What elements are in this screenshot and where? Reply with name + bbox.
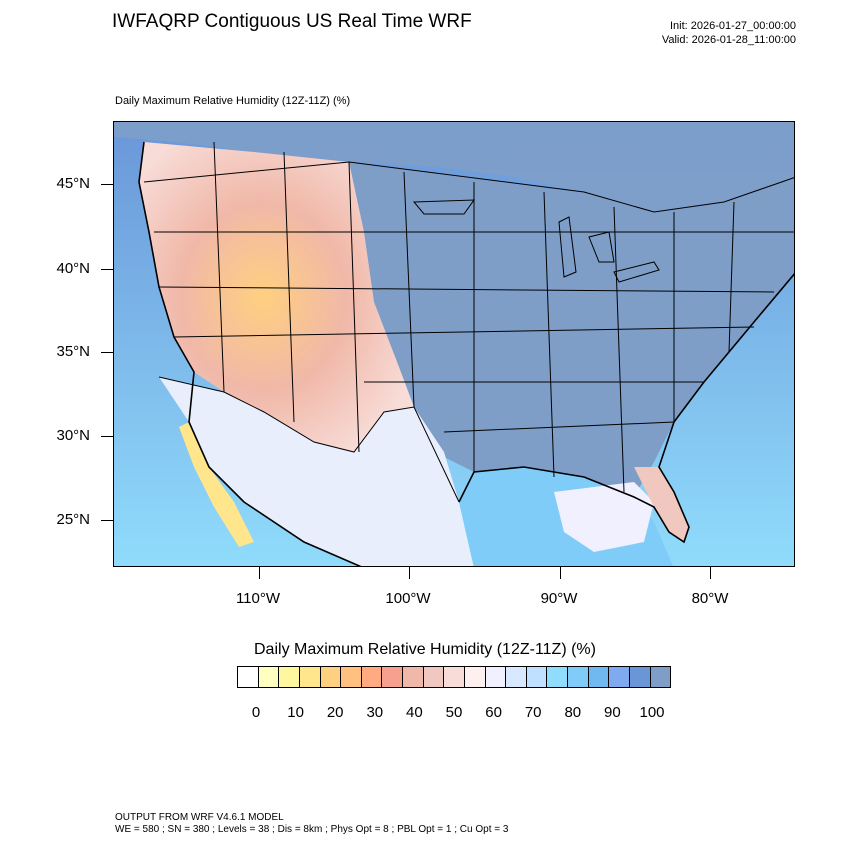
colorbar-swatch (382, 667, 403, 687)
lat-tick (101, 520, 113, 521)
lat-tick (101, 352, 113, 353)
field-subtitle: Daily Maximum Relative Humidity (12Z-11Z… (115, 95, 351, 107)
run-times: Init: 2026-01-27_00:00:00 Valid: 2026-01… (662, 19, 796, 47)
colorbar-swatch (279, 667, 300, 687)
colorbar-label: 0 (251, 704, 261, 721)
colorbar-swatch (506, 667, 527, 687)
rh-map-panel (113, 121, 795, 567)
colorbar-label: 10 (287, 704, 304, 721)
colorbar-label: 60 (485, 704, 502, 721)
colorbar-swatch (464, 667, 486, 687)
rh-map (114, 122, 794, 566)
colorbar-label: 90 (604, 704, 621, 721)
colorbar-label: 40 (406, 704, 423, 721)
colorbar (237, 666, 671, 688)
lat-label-30: 30°N (56, 427, 90, 444)
colorbar-swatch (341, 667, 362, 687)
colorbar-swatch (568, 667, 589, 687)
lat-tick (101, 184, 113, 185)
western-us-dry-region (139, 142, 414, 452)
lon-label-90: 90°W (540, 590, 578, 607)
colorbar-swatch (258, 667, 280, 687)
colorbar-swatch (444, 667, 465, 687)
colorbar-swatch (361, 667, 383, 687)
colorbar-swatch (547, 667, 568, 687)
colorbar-label: 30 (366, 704, 384, 721)
lat-label-25: 25°N (56, 511, 90, 528)
lat-label-45: 45°N (56, 175, 90, 192)
colorbar-swatch (299, 667, 321, 687)
lake-huron (588, 231, 615, 263)
model-config: WE = 580 ; SN = 380 ; Levels = 38 ; Dis … (115, 824, 509, 835)
colorbar-label: 70 (524, 704, 542, 721)
baja-region (179, 422, 254, 547)
lat-label-40: 40°N (56, 260, 90, 277)
colorbar-swatch (609, 667, 630, 687)
map-title: IWFAQRP Contiguous US Real Time WRF (112, 11, 472, 32)
model-info: OUTPUT FROM WRF V4.6.1 MODEL WE = 580 ; … (115, 812, 508, 836)
colorbar-label: 80 (564, 704, 582, 721)
lon-tick (259, 567, 260, 579)
colorbar-label: 20 (326, 704, 344, 721)
colorbar-swatch (485, 667, 507, 687)
colorbar-label: 50 (445, 704, 463, 721)
colorbar-label: 100 (639, 704, 665, 721)
colorbar-swatch (650, 667, 671, 687)
colorbar-swatch (629, 667, 651, 687)
init-time: Init: 2026-01-27_00:00:00 (670, 20, 796, 32)
colorbar-swatch (238, 667, 259, 687)
lon-label-110: 110°W (235, 590, 281, 607)
boundary-lines (143, 141, 794, 503)
colorbar-title: Daily Maximum Relative Humidity (12Z-11Z… (254, 641, 596, 658)
colorbar-swatch (423, 667, 445, 687)
colorbar-swatch (588, 667, 610, 687)
valid-time: Valid: 2026-01-28_11:00:00 (661, 34, 796, 46)
lat-tick (101, 269, 113, 270)
colorbar-swatch (526, 667, 548, 687)
model-version: OUTPUT FROM WRF V4.6.1 MODEL (115, 812, 284, 823)
lon-tick (560, 567, 561, 579)
lake-superior (412, 199, 475, 215)
coastlines (138, 141, 794, 566)
colorbar-swatch (320, 667, 342, 687)
lake-erie (613, 261, 660, 283)
gulf-dry-plume (554, 482, 654, 552)
lon-label-100: 100°W (385, 590, 431, 607)
lat-label-35: 35°N (56, 343, 90, 360)
mexico-region (159, 377, 474, 566)
lon-tick (710, 567, 711, 579)
lon-label-80: 80°W (691, 590, 729, 607)
florida-region (634, 467, 689, 542)
colorbar-swatch (403, 667, 424, 687)
lat-tick (101, 436, 113, 437)
canada-region (114, 122, 794, 217)
lon-tick (409, 567, 410, 579)
eastern-us-region (349, 162, 794, 497)
